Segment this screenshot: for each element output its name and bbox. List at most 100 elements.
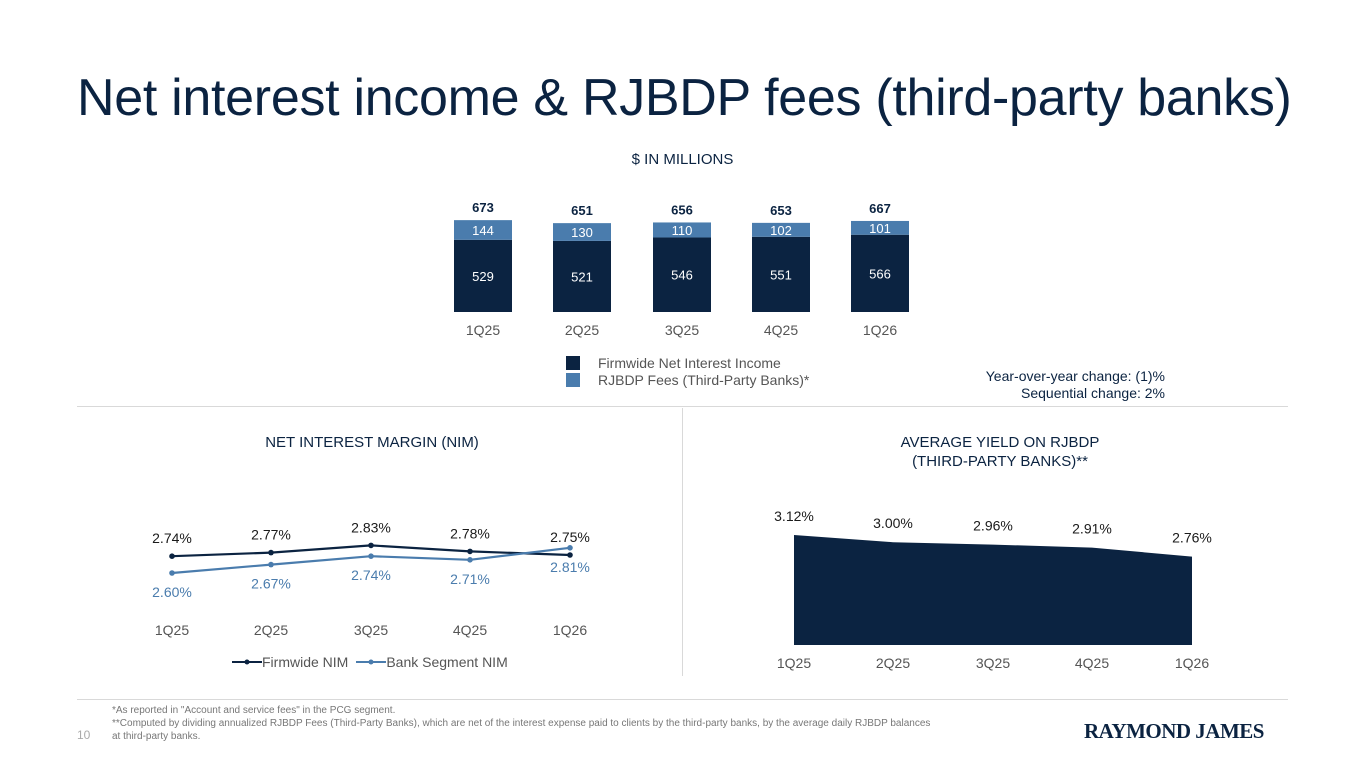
yield-data-label: 2.76% (1172, 530, 1212, 546)
bar-rjbdp-2q25 (553, 223, 611, 241)
legend-swatch-nii (566, 355, 580, 370)
footnote-2: **Computed by dividing annualized RJBDP … (112, 718, 931, 729)
bar-label-rjbdp: 101 (869, 221, 891, 236)
legend-label-firmwide-nim: Firmwide NIM (262, 654, 349, 670)
nim-data-label: 2.81% (550, 559, 590, 575)
yield-data-label: 3.00% (873, 515, 913, 531)
footer-divider (77, 699, 1288, 700)
section-divider (77, 406, 1288, 407)
yield-x-tick-label: 1Q25 (777, 655, 811, 671)
nim-point (567, 545, 573, 551)
x-tick-label: 1Q25 (466, 322, 500, 338)
sequential-change: Sequential change: 2% (1021, 385, 1165, 401)
x-tick-label: 3Q25 (665, 322, 699, 338)
yield-data-label: 2.91% (1072, 521, 1112, 537)
nim-title: NET INTEREST MARGIN (NIM) (265, 434, 479, 451)
bar-label-total: 653 (770, 203, 792, 218)
legend-label-bank-nim: Bank Segment NIM (386, 654, 508, 670)
nim-point (467, 548, 473, 555)
legend-item-firmwide-nim: Firmwide NIM (232, 654, 348, 670)
bar-label-total: 667 (869, 201, 891, 216)
legend-item-rjbdp: RJBDP Fees (Third-Party Banks)* (566, 371, 809, 388)
yield-title-line-1: AVERAGE YIELD ON RJBDP (900, 434, 1100, 451)
bar-rjbdp-1q25 (454, 220, 512, 240)
nim-data-label: 2.74% (351, 567, 391, 583)
x-tick-label: 1Q26 (863, 322, 897, 338)
x-tick-label: 2Q25 (565, 322, 599, 338)
legend-label-nii: Firmwide Net Interest Income (598, 354, 781, 371)
nim-point (169, 570, 175, 576)
bar-label-rjbdp: 130 (571, 225, 593, 240)
bar-label-rjbdp: 110 (672, 223, 693, 238)
nim-data-label: 2.78% (450, 525, 490, 541)
bar-label-nii: 521 (571, 269, 593, 284)
yield-x-tick-label: 3Q25 (976, 655, 1010, 671)
bar-nii-4q25 (752, 236, 810, 312)
legend-label-rjbdp: RJBDP Fees (Third-Party Banks)* (598, 371, 810, 388)
yield-title-line-2: (THIRD-PARTY BANKS)** (912, 453, 1088, 470)
yield-x-tick-label: 1Q26 (1175, 655, 1209, 671)
footnote-1: *As reported in "Account and service fee… (112, 705, 396, 716)
nim-x-tick-label: 2Q25 (254, 622, 288, 638)
legend-item-nii: Firmwide Net Interest Income (566, 354, 809, 371)
bar-label-nii: 546 (671, 268, 693, 283)
bar-rjbdp-4q25 (752, 222, 810, 237)
footnote-3: at third-party banks. (112, 731, 201, 742)
legend-item-bank-nim: Bank Segment NIM (356, 654, 508, 670)
bar-nii-1q25 (454, 239, 512, 312)
nim-data-label: 2.74% (152, 530, 192, 546)
nim-data-label: 2.67% (251, 576, 291, 592)
yield-data-label: 2.96% (973, 518, 1013, 534)
legend-line-firmwide-nim (232, 659, 262, 665)
bar-label-total: 656 (671, 202, 693, 217)
bar-nii-3q25 (653, 237, 711, 312)
units-label: $ IN MILLIONS (631, 151, 734, 168)
bar-nii-1q26 (851, 234, 909, 312)
nim-point (368, 542, 374, 549)
nim-data-label: 2.71% (450, 571, 490, 587)
nim-x-tick-label: 1Q25 (155, 622, 189, 638)
bar-legend: Firmwide Net Interest Income RJBDP Fees … (566, 354, 809, 388)
page-number: 10 (77, 728, 91, 742)
bar-nii-2q25 (553, 240, 611, 312)
nim-data-label: 2.83% (351, 519, 391, 535)
yield-title: AVERAGE YIELD ON RJBDP (THIRD-PARTY BANK… (830, 433, 1170, 471)
nim-x-tick-label: 1Q26 (553, 622, 587, 638)
nim-point (368, 553, 374, 559)
column-divider (682, 408, 683, 676)
bar-label-nii: 566 (869, 266, 891, 281)
nim-point (268, 549, 274, 556)
bar-rjbdp-1q26 (851, 220, 909, 235)
yield-area (794, 535, 1192, 645)
bar-label-total: 673 (472, 200, 494, 215)
bar-label-nii: 551 (770, 267, 792, 282)
legend-line-bank-nim (356, 659, 387, 665)
page-title: Net interest income & RJBDP fees (third-… (77, 69, 1292, 127)
yield-x-tick-label: 2Q25 (876, 655, 910, 671)
nim-point (169, 553, 175, 559)
bar-label-nii: 529 (472, 269, 494, 284)
nim-data-label: 2.75% (550, 529, 590, 545)
nim-point (567, 552, 573, 558)
yield-x-tick-label: 4Q25 (1075, 655, 1109, 671)
nim-point (467, 557, 473, 563)
x-tick-label: 4Q25 (764, 322, 798, 338)
bar-label-rjbdp: 144 (472, 223, 494, 238)
nim-point (268, 561, 274, 568)
bar-rjbdp-3q25 (653, 222, 711, 238)
yield-data-label: 3.12% (774, 508, 814, 524)
nim-x-tick-label: 3Q25 (354, 622, 388, 638)
nim-x-tick-label: 4Q25 (453, 622, 487, 638)
change-summary: Year-over-year change: (1)% Sequential c… (986, 368, 1165, 402)
nim-legend: Firmwide NIM Bank Segment NIM (232, 654, 516, 670)
footnotes: *As reported in "Account and service fee… (112, 704, 1052, 743)
nim-data-label: 2.60% (152, 584, 192, 600)
legend-swatch-rjbdp (566, 372, 580, 387)
bar-label-total: 651 (571, 203, 593, 218)
nim-data-label: 2.77% (251, 527, 291, 543)
bar-label-rjbdp: 102 (770, 223, 792, 238)
raymond-james-logo: RAYMOND JAMES (1084, 719, 1264, 743)
